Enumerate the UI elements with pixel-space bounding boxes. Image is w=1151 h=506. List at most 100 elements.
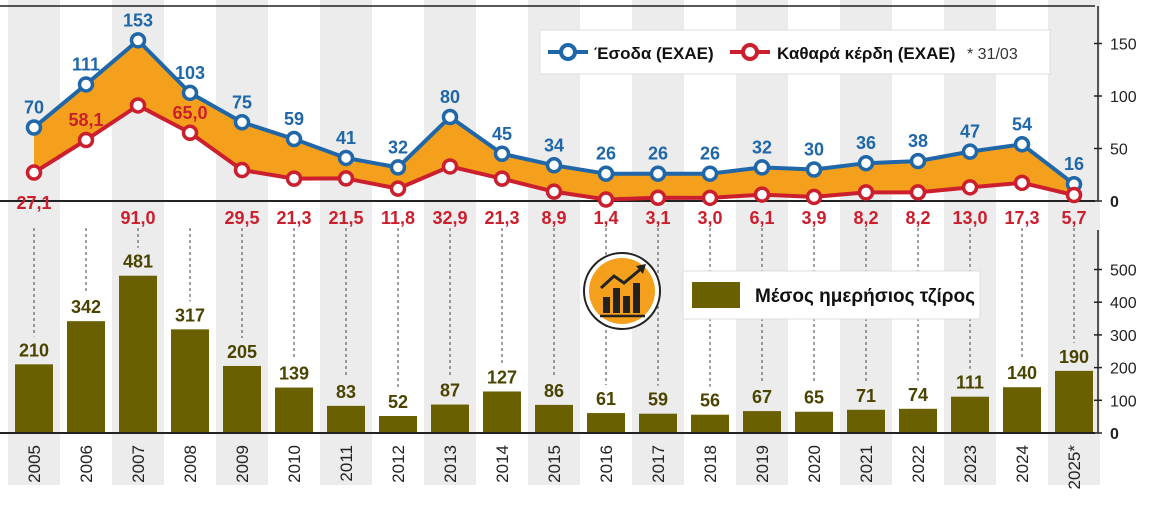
bar-value-label: 140 bbox=[1007, 363, 1037, 383]
top-y-tick-label: 150 bbox=[1110, 37, 1137, 54]
profit-point bbox=[337, 170, 355, 187]
bar bbox=[899, 408, 937, 433]
bar-value-label: 83 bbox=[336, 382, 356, 402]
bar bbox=[691, 414, 729, 433]
profit-value-label: 3,1 bbox=[645, 208, 670, 228]
profit-value-label: 3,9 bbox=[801, 208, 826, 228]
legend-note: * 31/03 bbox=[967, 46, 1018, 63]
revenue-point bbox=[493, 145, 511, 162]
revenue-point bbox=[805, 161, 823, 178]
bar bbox=[119, 275, 157, 433]
revenue-value-label: 59 bbox=[284, 109, 304, 129]
bar-legend: Μέσος ημερήσιος τζίρος bbox=[583, 252, 981, 330]
profit-value-label: 8,9 bbox=[541, 208, 566, 228]
year-label: 2022 bbox=[909, 445, 928, 483]
profit-value-label: 21,3 bbox=[484, 208, 519, 228]
revenue-value-label: 36 bbox=[856, 133, 876, 153]
bar-value-label: 87 bbox=[440, 381, 460, 401]
year-label: 2018 bbox=[701, 445, 720, 483]
bar-value-label: 139 bbox=[279, 364, 309, 384]
profit-point bbox=[389, 180, 407, 197]
revenue-point bbox=[389, 159, 407, 176]
profit-value-label: 58,1 bbox=[68, 110, 103, 130]
revenue-point bbox=[701, 165, 719, 182]
bar bbox=[795, 411, 833, 433]
axes: 0 50 100 150 0 100 200 300 400 500 bbox=[1094, 6, 1137, 443]
profit-value-label: 3,0 bbox=[697, 208, 722, 228]
profit-value-label: 21,5 bbox=[328, 208, 363, 228]
bar bbox=[275, 387, 313, 433]
profit-point bbox=[285, 170, 303, 187]
bottom-y-tick-label: 100 bbox=[1110, 393, 1137, 410]
revenue-value-label: 153 bbox=[123, 10, 153, 30]
year-label: 2009 bbox=[233, 445, 252, 483]
bar bbox=[483, 391, 521, 433]
profit-point bbox=[233, 161, 251, 179]
icon-disc bbox=[589, 258, 655, 324]
bar bbox=[1055, 370, 1093, 433]
bar-legend-label: Μέσος ημερήσιος τζίρος bbox=[755, 286, 975, 307]
profit-value-label: 91,0 bbox=[120, 208, 155, 228]
bar-value-label: 127 bbox=[487, 367, 517, 387]
year-label: 2010 bbox=[285, 445, 304, 483]
revenue-point bbox=[961, 143, 979, 160]
profit-point bbox=[493, 170, 511, 187]
bar bbox=[379, 415, 417, 433]
year-label: 2024 bbox=[1013, 445, 1032, 483]
profit-value-label: 32,9 bbox=[432, 208, 467, 228]
revenue-value-label: 47 bbox=[960, 122, 980, 142]
profit-value-label: 8,2 bbox=[905, 208, 930, 228]
bar bbox=[535, 404, 573, 433]
profit-value-label: 11,8 bbox=[381, 208, 415, 228]
revenue-point bbox=[441, 108, 459, 126]
profit-point bbox=[1013, 174, 1031, 192]
revenue-value-label: 32 bbox=[752, 137, 772, 157]
profit-value-label: 5,7 bbox=[1061, 208, 1086, 228]
bar-value-label: 205 bbox=[227, 342, 257, 362]
line-labels: 70 27,1 111 58,1 153 91,0 103 65,0 75 29,5 59 21,3 4… bbox=[16, 10, 1086, 228]
profit-point bbox=[129, 97, 147, 114]
legend-box bbox=[539, 29, 1051, 75]
revenue-point bbox=[129, 32, 147, 49]
profit-point bbox=[649, 189, 667, 206]
profit-point bbox=[961, 179, 979, 196]
year-label: 2007 bbox=[129, 445, 148, 483]
bar-value-label: 61 bbox=[596, 389, 616, 409]
revenue-point bbox=[337, 149, 355, 167]
line-points bbox=[25, 32, 1083, 208]
revenue-point bbox=[545, 157, 563, 174]
bar bbox=[639, 413, 677, 433]
profit-point bbox=[805, 188, 823, 206]
bar-value-label: 71 bbox=[856, 386, 876, 406]
bar bbox=[171, 329, 209, 433]
bar-value-label: 59 bbox=[648, 390, 668, 410]
line-legend: Έσοδα (ΕΧΑΕ) Καθαρά κέρδη (ΕΧΑΕ) * 31/03 bbox=[539, 29, 1051, 75]
profit-point bbox=[753, 186, 771, 203]
bar bbox=[431, 404, 469, 433]
revenue-value-label: 26 bbox=[596, 144, 616, 164]
revenue-value-label: 30 bbox=[804, 140, 824, 160]
bar-value-label: 74 bbox=[908, 385, 928, 405]
year-labels: 2005 2006 2007 2008 2009 2010 2011 2012 2013 2014… bbox=[25, 445, 1084, 490]
bar-value-label: 86 bbox=[544, 381, 564, 401]
year-label: 2016 bbox=[597, 445, 616, 483]
bottom-y-tick-label: 300 bbox=[1110, 328, 1137, 345]
profit-point bbox=[597, 191, 615, 208]
top-y-tick-label: 0 bbox=[1110, 194, 1119, 211]
revenue-value-label: 26 bbox=[648, 144, 668, 164]
profit-value-label: 1,4 bbox=[593, 208, 618, 228]
bottom-y-tick-label: 200 bbox=[1110, 361, 1137, 378]
year-label: 2017 bbox=[649, 445, 668, 483]
revenue-point bbox=[857, 154, 875, 172]
revenue-point bbox=[77, 76, 95, 93]
revenue-point bbox=[285, 130, 303, 148]
bar bbox=[223, 365, 261, 433]
year-label: 2021 bbox=[857, 445, 876, 483]
revenue-point bbox=[909, 152, 927, 170]
revenue-value-label: 32 bbox=[388, 137, 408, 157]
profit-point bbox=[1065, 186, 1083, 204]
profit-value-label: 65,0 bbox=[172, 103, 207, 123]
revenue-value-label: 34 bbox=[544, 135, 564, 155]
bar-value-label: 111 bbox=[956, 373, 984, 393]
revenue-value-label: 54 bbox=[1012, 114, 1032, 134]
